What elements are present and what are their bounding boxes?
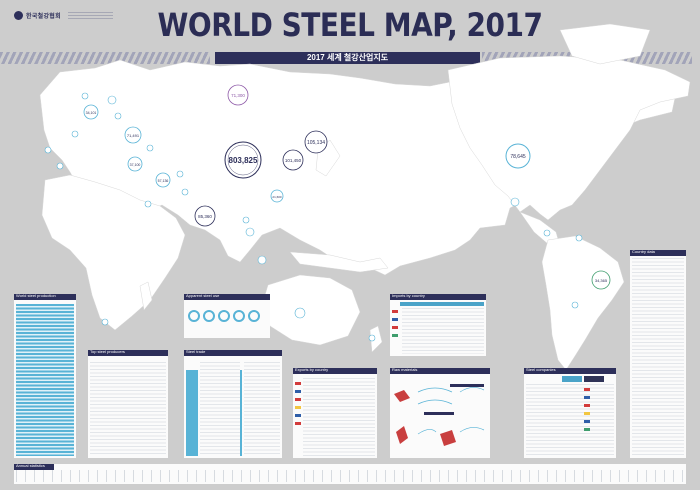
logo-icon [14,11,23,20]
panel-exports-rows [303,378,375,456]
bubble-india [282,149,304,171]
panel-annual-title: Annual statistics [16,463,45,468]
greenland-landmass [559,23,651,65]
bubble-turkey [127,156,143,172]
panel-raw-material-title: Raw materials [392,367,418,372]
bubble-middle-east [155,172,171,188]
panel-trade: Steel trade [184,349,282,458]
bubble-southeast-label: 85,360 [198,214,212,219]
panel-imports-title: Imports by country [392,293,425,298]
panel-trade-rows-b [244,362,280,456]
panel-top-producers: Top steel producers [88,349,168,458]
panel-country-data: Country data [630,249,686,458]
bubble-china-label: 803,825 [229,156,258,165]
panel-world-production-title: World steel production [16,293,56,298]
bubble-japan [304,130,328,154]
panel-country-data-title: Country data [632,249,655,254]
panel-trade-title: Steel trade [186,349,206,354]
panel-exports-title: Exports by country [295,367,329,372]
bubble-china-inner [227,144,259,176]
bubble-korea [270,189,284,203]
indonesia-landmass [289,251,389,273]
bubble-southeast [194,205,216,227]
new-zealand-landmass [369,325,383,353]
production-bubbles: 803,825 105,134 101,450 85,360 78,645 71… [44,84,611,342]
bubble-turkey-label: 37,100 [130,163,141,167]
panel-companies: Steel companies [524,367,616,458]
panel-annual-rows [16,470,684,482]
panel-imports: Imports by country [390,293,486,356]
panel-world-production: World steel production [14,293,76,458]
bubble-china [224,141,262,179]
bubble-korea-label: 21,600 [272,195,282,199]
logo: 한국철강협회 [14,11,61,20]
consumption-gauges [188,310,260,322]
bubble-brazil [591,270,611,290]
bubble-india-label: 101,450 [285,158,302,163]
panel-exports: Exports by country [293,367,377,458]
bubble-middle-east-label: 57,136 [158,179,169,183]
panel-companies-rows [526,384,614,456]
page-title: WORLD STEEL MAP, 2017 [157,6,543,44]
panel-trade-rows-a [200,362,240,456]
bubble-russia-north [227,84,249,106]
panel-companies-title: Steel companies [526,367,556,372]
panel-consumption: Apparent steel use [184,293,270,338]
raw-material-map [394,384,485,446]
north-america-landmass [447,55,691,221]
madagascar-landmass [139,281,153,311]
bubble-usa-label: 78,645 [510,154,526,160]
south-america-landmass [541,235,625,371]
logo-text: 한국철강협회 [26,14,61,20]
subtitle-stripe-left [0,52,210,64]
panel-raw-material: Raw materials [390,367,490,458]
bubble-germany-label: 34,101 [86,111,97,115]
bubble-germany [83,104,99,120]
logo-fine-print [68,12,113,20]
australia-landmass [261,274,361,346]
page-subtitle: 2017 세계 철강산업지도 [215,52,480,64]
bubble-brazil-label: 34,365 [595,278,608,283]
bubble-japan-label: 105,134 [307,140,325,146]
bubble-usa [505,143,531,169]
panel-annual: Annual statistics [14,463,686,484]
bubble-russia-north-label: 71,300 [231,93,245,98]
small-markers [44,92,583,342]
panel-world-production-rows [16,304,74,456]
panel-top-producers-rows [90,362,166,456]
panel-consumption-title: Apparent steel use [186,293,220,298]
panel-top-producers-title: Top steel producers [90,349,125,354]
panel-country-data-rows [632,258,684,456]
bubble-europe-label: 71,491 [127,133,140,138]
bubble-europe [124,126,142,144]
panel-imports-rows [402,308,484,354]
